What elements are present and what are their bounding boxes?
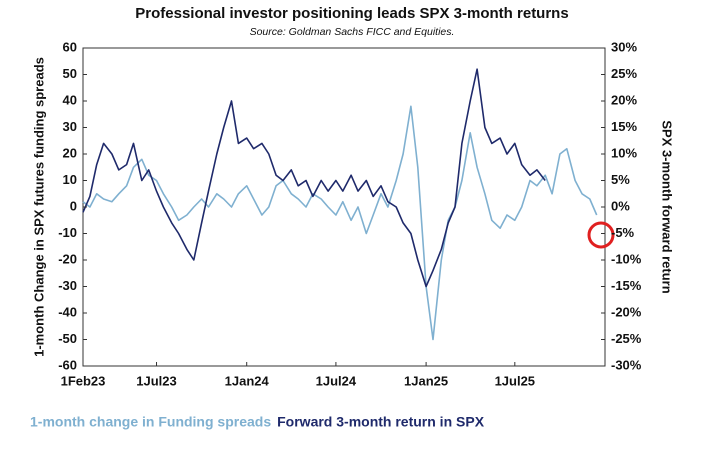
y-tick-label: -40 (58, 304, 77, 319)
x-tick-label: 1Jan25 (404, 373, 448, 388)
y2-tick-label: 5% (611, 172, 630, 187)
x-tick-label: 1Jul25 (495, 373, 535, 388)
legend: 1-month change in Funding spreads Forward… (30, 414, 485, 430)
legend-entry: 1-month change in Funding spreads (30, 414, 271, 430)
y-tick-label: 20 (63, 145, 77, 160)
y-tick-label: -20 (58, 251, 77, 266)
y-tick-label: 0 (70, 198, 77, 213)
y2-tick-label: 15% (611, 119, 637, 134)
y2-tick-label: -20% (611, 304, 642, 319)
y-tick-label: -10 (58, 225, 77, 240)
y2-axis-label: SPX 3-month forward return (660, 120, 675, 293)
y2-tick-label: 25% (611, 66, 637, 81)
marks (82, 68, 598, 341)
highlight-circle (587, 221, 615, 249)
y2-tick-label: 30% (611, 39, 637, 54)
y2-tick-label: -15% (611, 278, 642, 293)
y2-tick-label: 0% (611, 198, 630, 213)
y2-tick-label: 10% (611, 145, 637, 160)
legend-entry: Forward 3-month return in SPX (277, 414, 485, 430)
y2-tick-label: -30% (611, 357, 642, 372)
y-axis-label: 1-month Change in SPX futures funding sp… (31, 57, 46, 357)
y2-tick-label: -5% (611, 225, 635, 240)
y2-tick-label: -10% (611, 251, 642, 266)
y-tick-label: 60 (63, 39, 77, 54)
plot-frame (82, 47, 606, 367)
y-tick-label: -30 (58, 278, 77, 293)
y-tick-label: 30 (63, 119, 77, 134)
x-tick-label: 1Jul24 (316, 373, 357, 388)
y-tick-label: 50 (63, 66, 77, 81)
series-line (82, 105, 598, 341)
y2-tick-label: 20% (611, 92, 637, 107)
x-tick-label: 1Jan24 (225, 373, 270, 388)
chart-title: Professional investor positioning leads … (135, 5, 568, 22)
chart-subtitle: Source: Goldman Sachs FICC and Equities. (250, 26, 455, 38)
series-line (82, 68, 546, 288)
y2-tick-label: -25% (611, 331, 642, 346)
y-tick-label: 40 (63, 92, 77, 107)
x-tick-label: 1Jul23 (136, 373, 176, 388)
y-tick-label: -60 (58, 357, 77, 372)
x-tick-label: 1Feb23 (61, 373, 106, 388)
y-tick-label: 10 (63, 172, 77, 187)
y-tick-label: -50 (58, 331, 77, 346)
